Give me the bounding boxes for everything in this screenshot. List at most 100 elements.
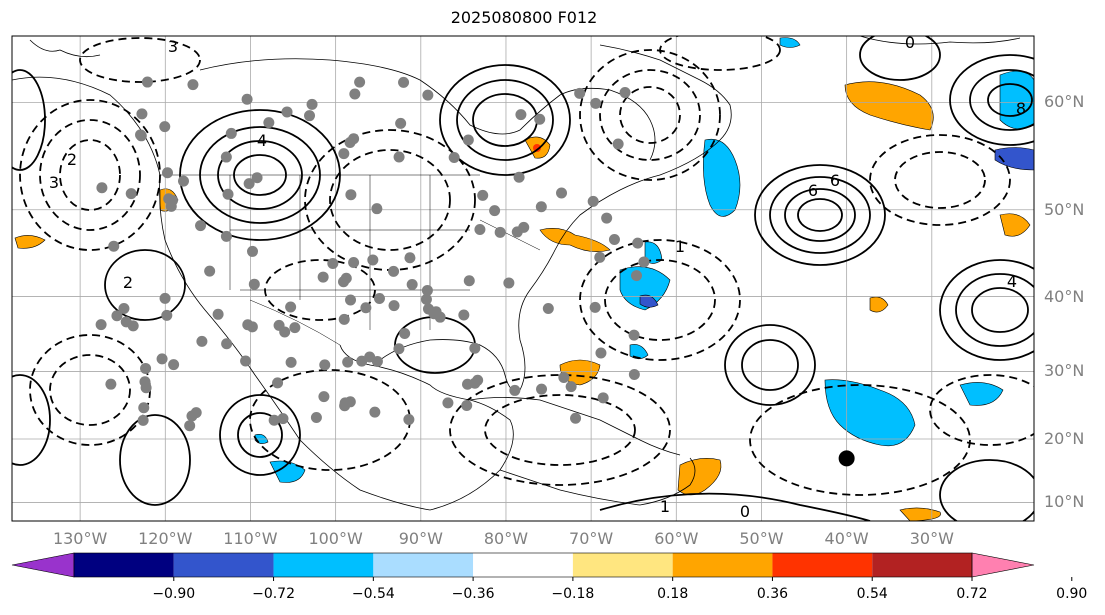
station-dot [595,347,607,359]
station-dot [338,276,350,288]
station-dot [138,402,150,414]
station-dot [534,113,546,125]
station-dot [222,188,234,200]
station-dot [310,411,322,423]
station-dot [220,151,232,163]
anomaly-patch [539,228,611,252]
station-dot [108,240,120,252]
contour-negative [619,86,681,144]
station-dot [494,226,506,238]
station-dot [594,251,606,263]
contour-positive [784,188,856,242]
anomaly-patch [999,70,1034,130]
station-dot [619,87,631,99]
colorbar-extend-high [971,552,1035,578]
station-dot [574,87,586,99]
longitude-label: 30°W [909,529,954,548]
contour-negative [484,394,636,466]
station-dot [111,310,123,322]
station-dot [420,293,432,305]
contour-label: 0 [740,502,750,521]
contour-label: 2 [123,273,133,292]
colorbar-segment [273,553,374,577]
station-dot [513,171,525,183]
station-dot [632,237,644,249]
station-dot [248,278,260,290]
colorbar-segment [872,553,972,577]
contour-positive [859,36,941,81]
station-dot [135,129,147,141]
station-dot [403,414,415,426]
station-dot [279,326,291,338]
anomaly-patch [14,235,46,249]
station-dot [263,117,275,129]
anomaly-patch [844,81,934,131]
colorbar-tick-label: −0.90 [152,586,196,602]
station-dot [536,383,548,395]
contour-label: 1 [675,237,685,256]
station-dot [348,256,360,268]
anomaly-patch [899,507,941,521]
station-dot [186,410,198,422]
station-dot [364,351,376,363]
contour-positive [939,259,1034,361]
contour-positive [987,83,1033,117]
station-dot [503,277,515,289]
negative-anomaly-patches [254,37,1034,483]
station-dot [178,175,190,187]
station-dot [285,356,297,368]
contour-label-group: 0 1 2 3 4 6 8 0 1 2 3 4 6 [49,36,1026,521]
station-dot [434,311,446,323]
station-dot [462,378,474,390]
colorbar-tick-label: 0.90 [1056,586,1088,602]
anomaly-patch [533,144,541,152]
coastline [199,58,561,135]
latitude-label: 60°N [1044,92,1085,112]
station-dot [165,200,177,212]
station-dot [285,301,297,313]
contour-negative [329,149,451,251]
contour-positive [217,140,303,210]
station-dot [184,420,196,432]
contour-positive [439,64,571,176]
contour-negative [894,151,986,209]
contour-label: 4 [1007,272,1017,291]
station-dot [221,338,233,350]
station-dot [342,356,354,368]
colorbar-tick-label: −0.36 [451,586,495,602]
coastline [12,76,431,511]
station-dot [628,368,640,380]
station-dot [251,172,263,184]
station-dot [105,378,117,390]
station-dot [195,220,207,232]
station-dot [141,76,153,88]
anomaly-patch [639,294,659,308]
colorbar-tick-label: 0.72 [956,586,988,602]
station-dot [469,342,481,354]
contour-label: 8 [1016,99,1026,118]
station-dot [542,303,554,315]
contour-positive [797,198,843,232]
station-dot [140,362,152,374]
station-dot [638,256,650,268]
station-dot [597,392,609,404]
longitude-label: 90°W [398,529,443,548]
station-dot [373,292,385,304]
colorbar-segment [572,553,673,577]
station-dot [388,300,400,312]
station-dot [371,203,383,215]
contour-positive [179,109,341,241]
station-dot [404,252,416,264]
longitude-label: 40°W [824,529,869,548]
contour-positive [949,54,1034,146]
station-dot [140,382,152,394]
graticule [12,36,1034,521]
station-dot [477,189,489,201]
station-dot [212,308,224,320]
anomaly-patch [269,460,306,483]
station-dot [398,76,410,88]
station-dot [421,284,433,296]
coastline [379,174,661,392]
station-dot [136,108,148,120]
